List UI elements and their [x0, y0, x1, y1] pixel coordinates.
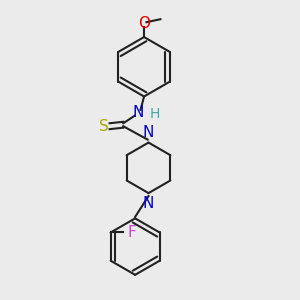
Text: N: N	[132, 105, 144, 120]
Text: N: N	[143, 124, 154, 140]
Text: S: S	[99, 119, 109, 134]
Text: N: N	[143, 196, 154, 211]
Text: O: O	[138, 16, 150, 31]
Text: H: H	[150, 107, 160, 121]
Text: F: F	[127, 225, 136, 240]
